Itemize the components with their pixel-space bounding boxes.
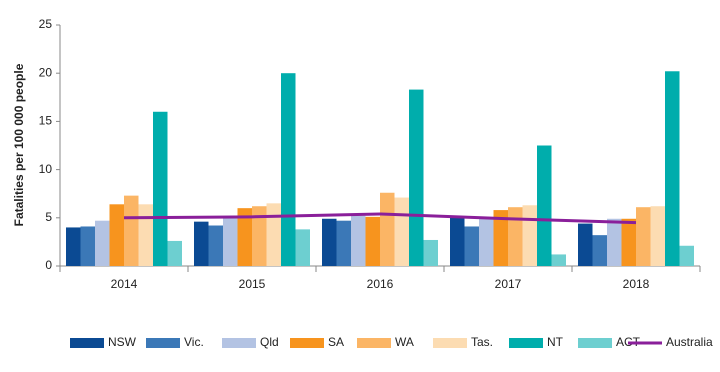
bar <box>423 239 438 266</box>
bar <box>295 229 310 266</box>
bar <box>266 203 281 266</box>
legend-label: Vic. <box>184 335 204 349</box>
bar <box>252 206 267 266</box>
legend-swatch <box>578 338 612 348</box>
bar <box>322 218 337 266</box>
x-tick-label: 2017 <box>495 277 522 291</box>
bar <box>80 226 95 266</box>
bar <box>537 145 552 266</box>
y-tick-label: 5 <box>45 210 52 224</box>
bar <box>464 226 479 266</box>
bar <box>636 207 651 266</box>
bar <box>281 73 296 266</box>
bar <box>551 254 566 266</box>
y-tick-label: 0 <box>45 258 52 272</box>
bar <box>138 204 153 266</box>
y-axis-label: Fatalities per 100 000 people <box>12 63 26 226</box>
bar <box>665 71 680 266</box>
bar <box>621 218 636 266</box>
bar <box>679 245 694 266</box>
bar <box>194 221 209 266</box>
x-tick-label: 2014 <box>111 277 138 291</box>
legend-label: Qld <box>260 335 279 349</box>
bar <box>592 235 607 266</box>
legend-label: SA <box>328 335 344 349</box>
bar <box>336 220 351 266</box>
bar <box>66 227 81 266</box>
bar <box>223 217 238 266</box>
y-tick-label: 15 <box>39 114 53 128</box>
legend-swatch <box>509 338 543 348</box>
bar <box>124 195 139 266</box>
line <box>123 212 637 225</box>
bar <box>167 240 182 266</box>
legend-label: Australia <box>666 335 713 349</box>
y-tick-label: 20 <box>39 65 53 79</box>
x-tick-label: 2015 <box>239 277 266 291</box>
bar <box>351 215 366 266</box>
bar <box>208 225 223 266</box>
bar <box>493 210 508 266</box>
bar <box>607 218 622 266</box>
bar <box>508 207 523 266</box>
legend-swatch <box>357 338 391 348</box>
bar <box>380 192 395 266</box>
legend-label: NSW <box>108 335 137 349</box>
bar <box>578 223 593 266</box>
bar <box>522 205 537 266</box>
legend-swatch <box>290 338 324 348</box>
bar <box>95 220 110 266</box>
bar <box>650 206 665 266</box>
bar <box>409 89 424 266</box>
legend-swatch <box>433 338 467 348</box>
bar <box>153 111 168 266</box>
bar <box>365 216 380 266</box>
legend-swatch <box>222 338 256 348</box>
bar <box>237 208 252 266</box>
legend-swatch <box>70 338 104 348</box>
x-tick-label: 2016 <box>367 277 394 291</box>
bar <box>109 204 124 266</box>
bar <box>394 197 409 266</box>
bar <box>479 218 494 266</box>
y-tick-label: 25 <box>39 17 53 31</box>
y-tick-label: 10 <box>39 162 53 176</box>
legend-label: WA <box>395 335 414 349</box>
bar <box>450 216 465 266</box>
x-tick-label: 2018 <box>623 277 650 291</box>
legend-swatch <box>146 338 180 348</box>
legend-label: NT <box>547 335 564 349</box>
legend-label: Tas. <box>471 335 493 349</box>
